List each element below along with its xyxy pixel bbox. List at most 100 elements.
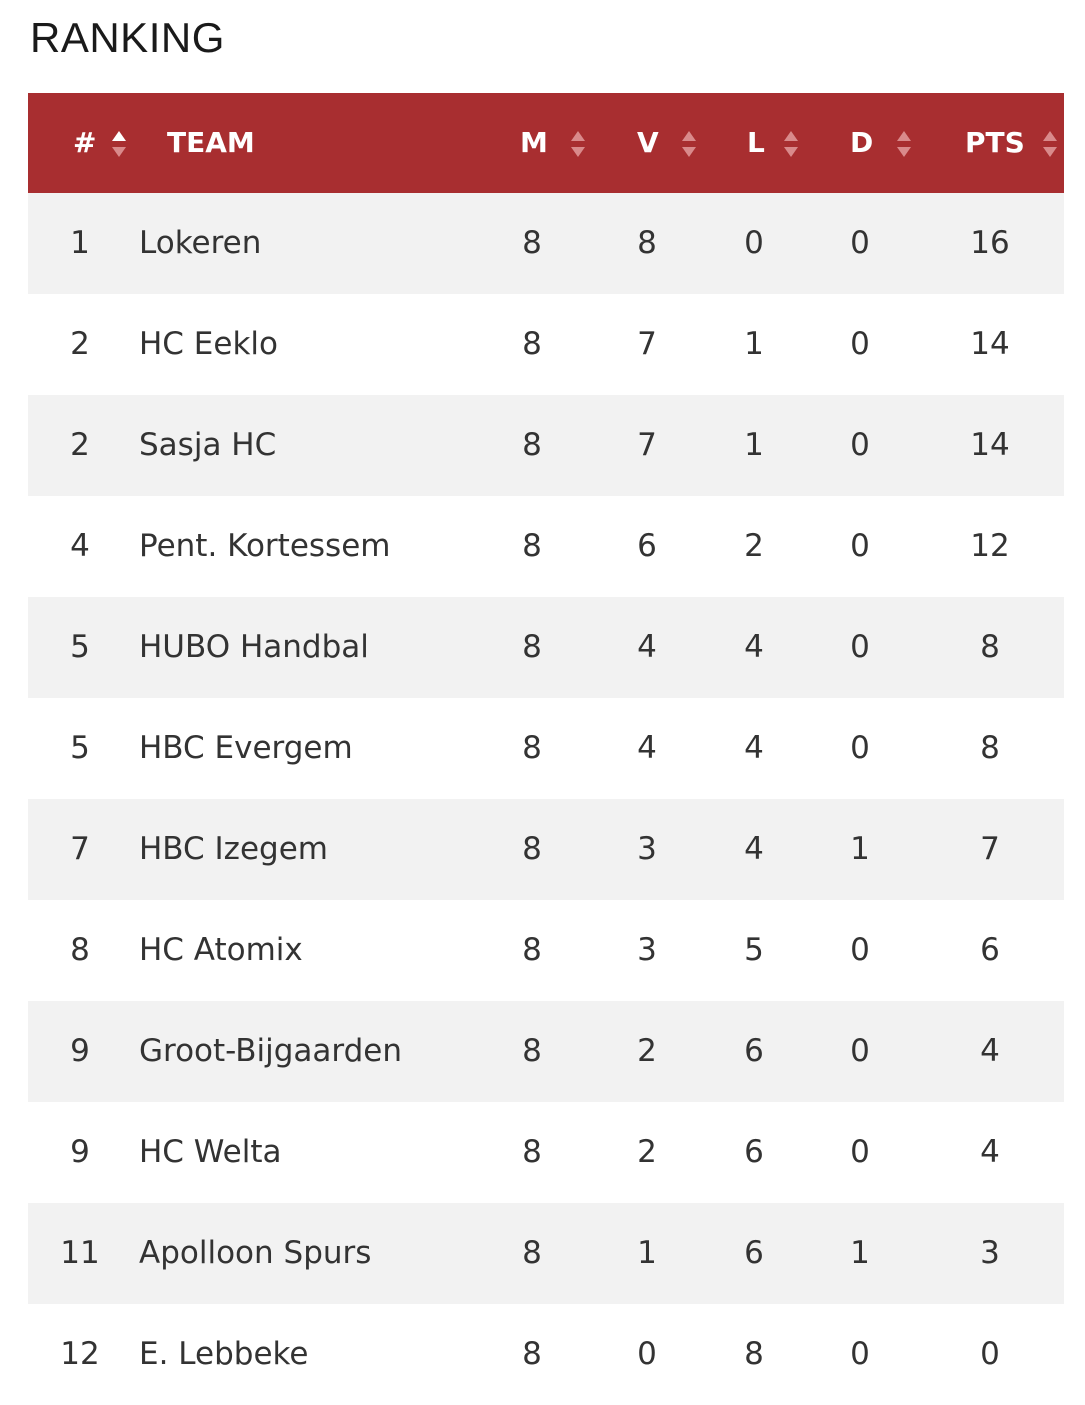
team-cell: E. Lebbeke <box>139 1336 309 1372</box>
column-header-pts[interactable]: PTS <box>965 126 1025 159</box>
team-cell: HBC Izegem <box>139 831 328 867</box>
points-cell: 14 <box>970 326 1010 362</box>
table-row: 9 HC Welta 8 2 6 0 4 <box>28 1102 1064 1203</box>
wins-cell: 7 <box>637 326 657 362</box>
rank-cell: 9 <box>70 1134 90 1170</box>
table-row: 7 HBC Izegem 8 3 4 1 7 <box>28 799 1064 900</box>
rank-cell: 9 <box>70 1033 90 1069</box>
column-header-d[interactable]: D <box>850 126 874 159</box>
table-row: 5 HUBO Handbal 8 4 4 0 8 <box>28 597 1064 698</box>
matches-cell: 8 <box>522 225 542 261</box>
team-cell: HBC Evergem <box>139 730 353 766</box>
points-cell: 16 <box>970 225 1010 261</box>
matches-cell: 8 <box>522 629 542 665</box>
draws-cell: 0 <box>850 528 870 564</box>
matches-cell: 8 <box>522 528 542 564</box>
points-cell: 4 <box>980 1033 1000 1069</box>
wins-cell: 4 <box>637 629 657 665</box>
points-cell: 14 <box>970 427 1010 463</box>
column-header-m[interactable]: M <box>520 126 548 159</box>
wins-cell: 0 <box>637 1336 657 1372</box>
draws-cell: 1 <box>850 831 870 867</box>
team-cell: Apolloon Spurs <box>139 1235 372 1271</box>
matches-cell: 8 <box>522 831 542 867</box>
rank-cell: 5 <box>70 629 90 665</box>
rank-cell: 2 <box>70 427 90 463</box>
draws-cell: 0 <box>850 326 870 362</box>
table-row: 1 Lokeren 8 8 0 0 16 <box>28 193 1064 294</box>
matches-cell: 8 <box>522 1033 542 1069</box>
rank-cell: 8 <box>70 932 90 968</box>
draws-cell: 0 <box>850 932 870 968</box>
column-header-v[interactable]: V <box>637 126 659 159</box>
wins-cell: 4 <box>637 730 657 766</box>
sort-ascending-icon[interactable] <box>110 129 128 159</box>
team-cell: HC Atomix <box>139 932 303 968</box>
points-cell: 4 <box>980 1134 1000 1170</box>
column-header-rank[interactable]: # <box>73 126 97 159</box>
team-cell: Lokeren <box>139 225 262 261</box>
table-body: 1 Lokeren 8 8 0 0 16 2 HC Eeklo 8 7 1 0 … <box>28 193 1064 1405</box>
losses-cell: 0 <box>744 225 764 261</box>
team-cell: Groot-Bijgaarden <box>139 1033 403 1069</box>
wins-cell: 2 <box>637 1033 657 1069</box>
draws-cell: 0 <box>850 427 870 463</box>
losses-cell: 8 <box>744 1336 764 1372</box>
table-row: 4 Pent. Kortessem 8 6 2 0 12 <box>28 496 1064 597</box>
draws-cell: 0 <box>850 1033 870 1069</box>
team-cell: HC Eeklo <box>139 326 279 362</box>
table-row: 2 Sasja HC 8 7 1 0 14 <box>28 395 1064 496</box>
losses-cell: 5 <box>744 932 764 968</box>
losses-cell: 4 <box>744 629 764 665</box>
draws-cell: 0 <box>850 1134 870 1170</box>
sort-icon[interactable] <box>569 129 587 159</box>
team-cell: HC Welta <box>139 1134 282 1170</box>
wins-cell: 6 <box>637 528 657 564</box>
wins-cell: 8 <box>637 225 657 261</box>
rank-cell: 7 <box>70 831 90 867</box>
column-header-l[interactable]: L <box>747 126 765 159</box>
points-cell: 0 <box>980 1336 1000 1372</box>
matches-cell: 8 <box>522 427 542 463</box>
sort-icon[interactable] <box>782 129 800 159</box>
points-cell: 7 <box>980 831 1000 867</box>
points-cell: 6 <box>980 932 1000 968</box>
losses-cell: 6 <box>744 1235 764 1271</box>
wins-cell: 3 <box>637 932 657 968</box>
losses-cell: 4 <box>744 831 764 867</box>
losses-cell: 4 <box>744 730 764 766</box>
rank-cell: 5 <box>70 730 90 766</box>
matches-cell: 8 <box>522 1134 542 1170</box>
rank-cell: 4 <box>70 528 90 564</box>
draws-cell: 0 <box>850 730 870 766</box>
matches-cell: 8 <box>522 1235 542 1271</box>
team-cell: Sasja HC <box>139 427 277 463</box>
sort-icon[interactable] <box>680 129 698 159</box>
rank-cell: 12 <box>60 1336 100 1372</box>
table-row: 5 HBC Evergem 8 4 4 0 8 <box>28 698 1064 799</box>
losses-cell: 6 <box>744 1033 764 1069</box>
ranking-table: # TEAM M V L <box>28 93 1064 1405</box>
losses-cell: 2 <box>744 528 764 564</box>
rank-cell: 2 <box>70 326 90 362</box>
team-cell: Pent. Kortessem <box>139 528 391 564</box>
page-title: RANKING <box>30 14 225 61</box>
sort-icon[interactable] <box>895 129 913 159</box>
table-row: 9 Groot-Bijgaarden 8 2 6 0 4 <box>28 1001 1064 1102</box>
losses-cell: 1 <box>744 427 764 463</box>
sort-icon[interactable] <box>1041 129 1059 159</box>
team-cell: HUBO Handbal <box>139 629 369 665</box>
points-cell: 8 <box>980 629 1000 665</box>
losses-cell: 1 <box>744 326 764 362</box>
table-row: 2 HC Eeklo 8 7 1 0 14 <box>28 294 1064 395</box>
column-header-team[interactable]: TEAM <box>167 126 255 159</box>
wins-cell: 7 <box>637 427 657 463</box>
points-cell: 8 <box>980 730 1000 766</box>
table-row: 11 Apolloon Spurs 8 1 6 1 3 <box>28 1203 1064 1304</box>
rank-cell: 11 <box>60 1235 100 1271</box>
draws-cell: 0 <box>850 225 870 261</box>
draws-cell: 0 <box>850 629 870 665</box>
matches-cell: 8 <box>522 730 542 766</box>
matches-cell: 8 <box>522 326 542 362</box>
rank-cell: 1 <box>70 225 90 261</box>
